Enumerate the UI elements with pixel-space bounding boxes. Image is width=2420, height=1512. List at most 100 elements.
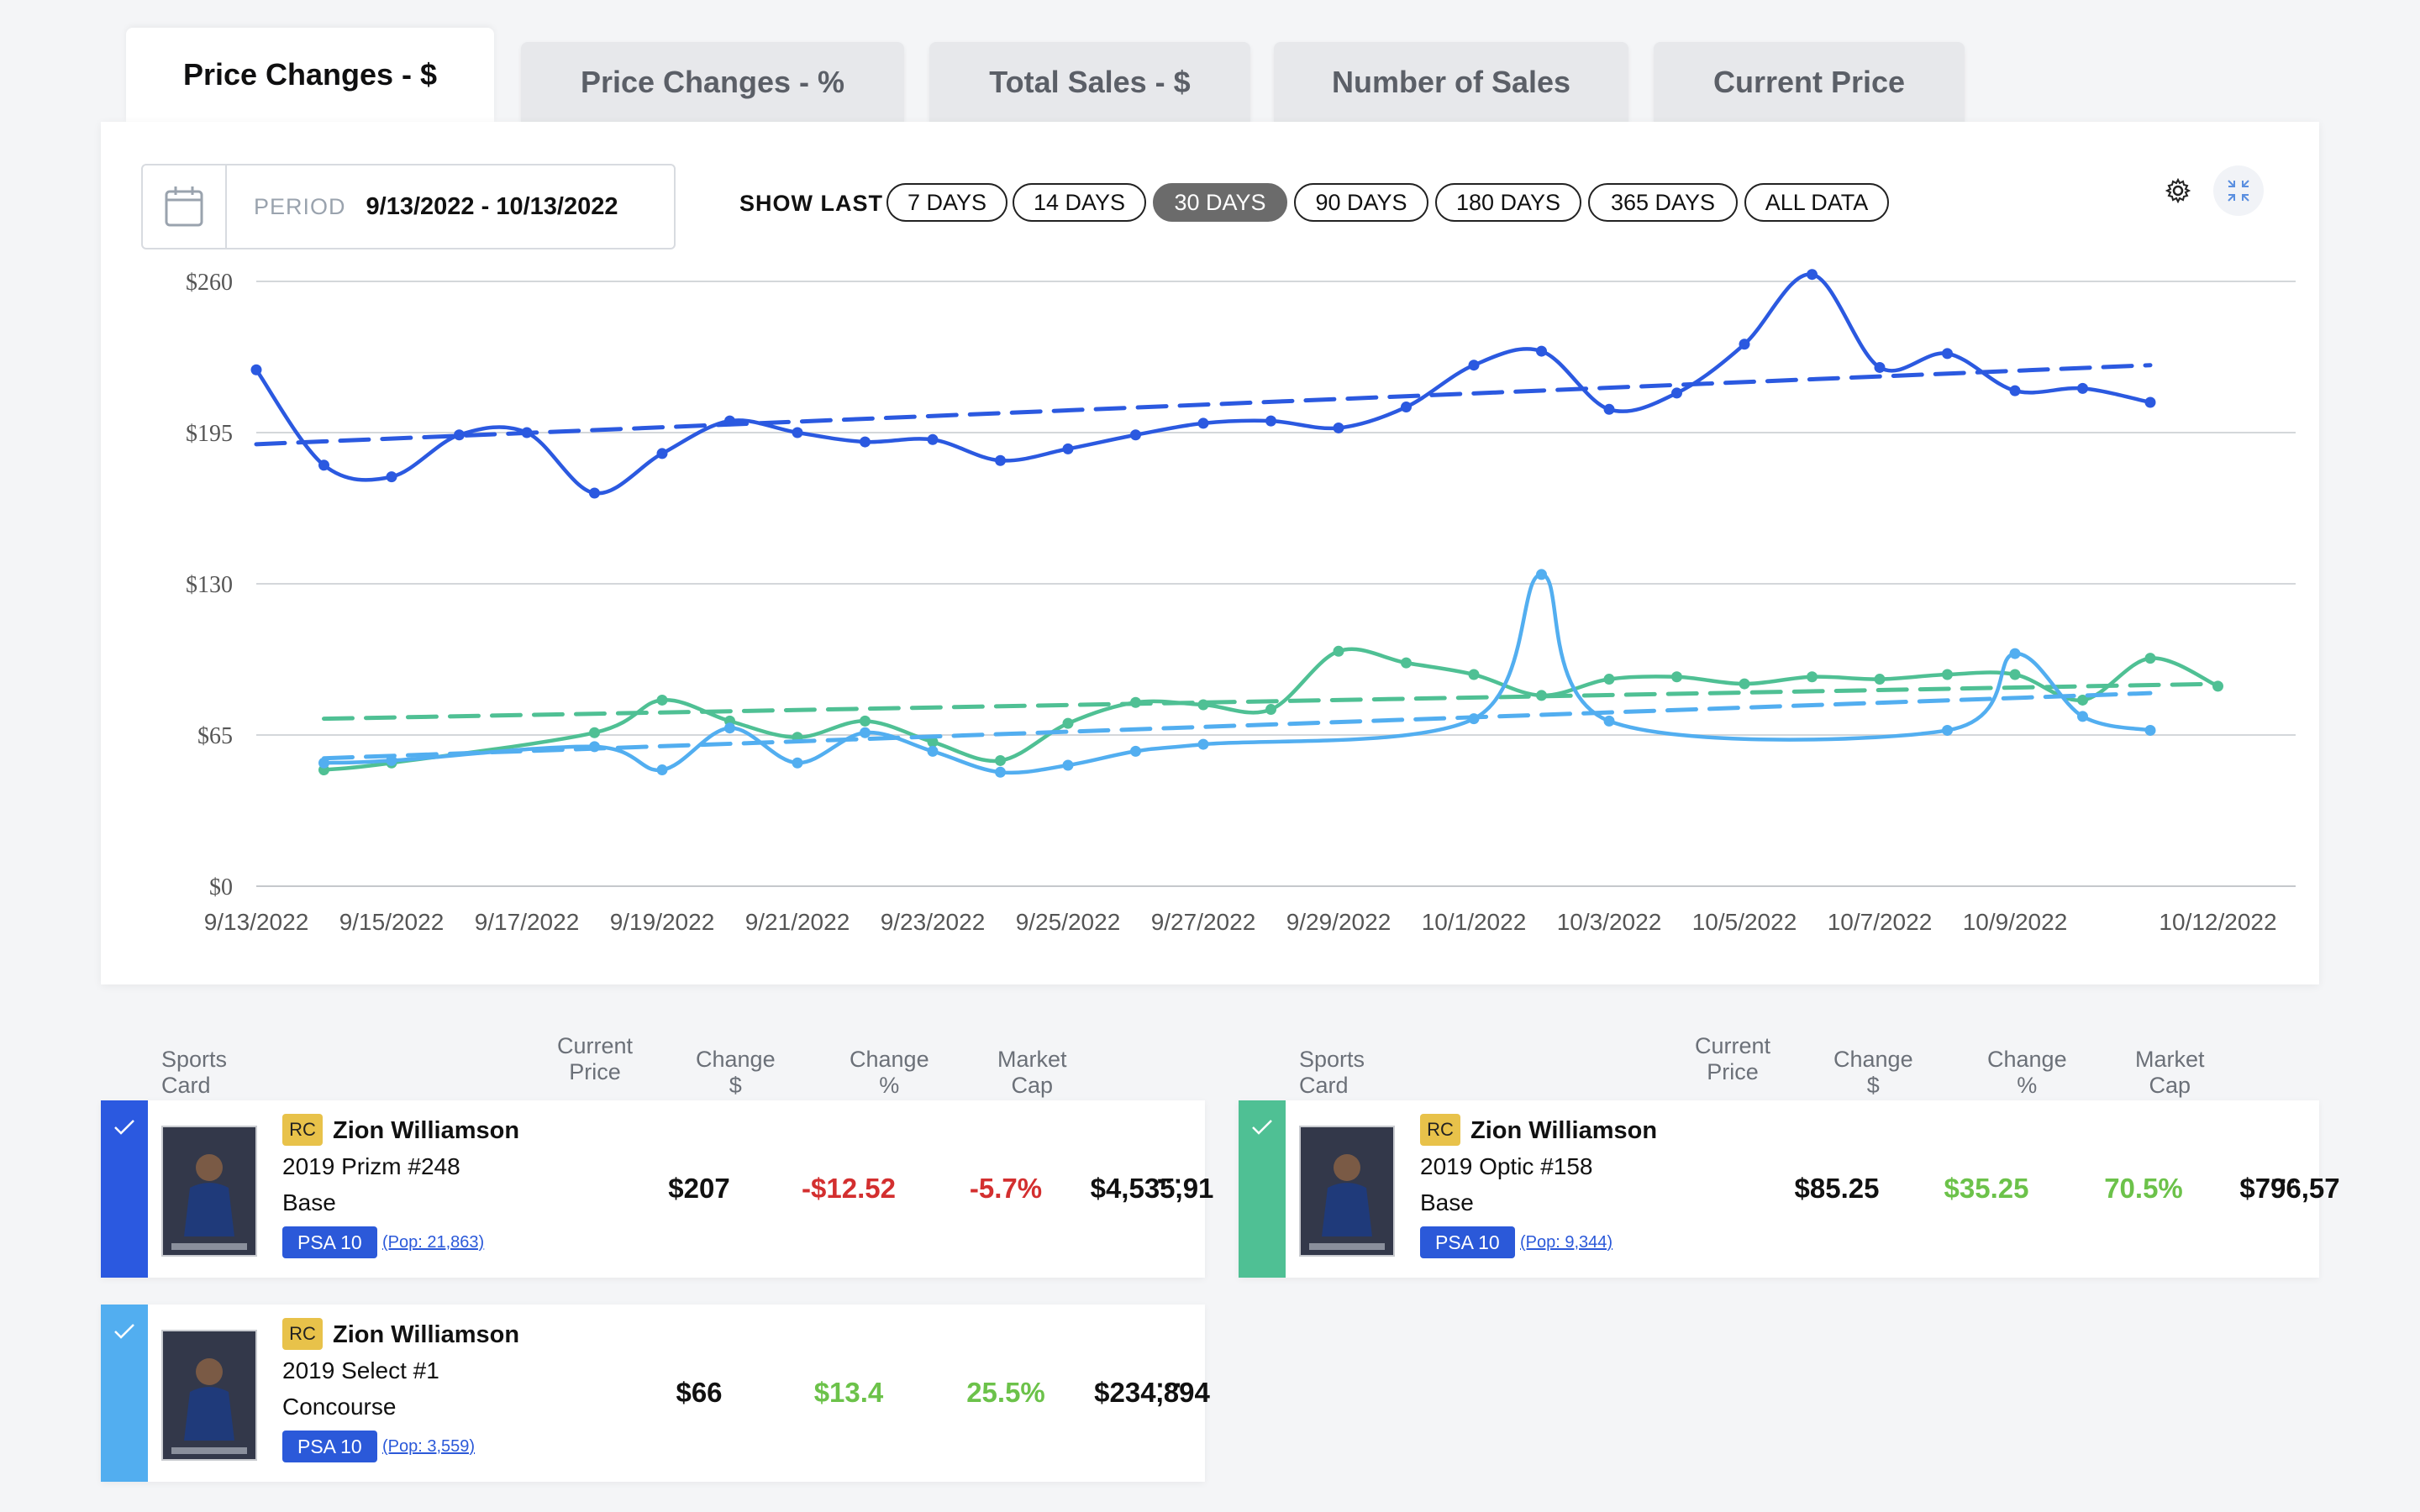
data-point [1942,724,1953,736]
rookie-badge: RC [282,1318,323,1350]
population-link[interactable]: (Pop: 21,863) [382,1233,485,1252]
data-point [860,436,871,448]
data-point [1468,360,1480,371]
card-set: 2019 Optic #158 [1420,1153,1593,1179]
range-14-days[interactable]: 14 DAYS [1013,183,1146,222]
trend-line [254,363,2153,447]
data-point [318,459,329,471]
x-tick-label: 10/9/2022 [1963,909,2068,935]
grade-badge: PSA 10 [282,1431,377,1462]
tab-total-sales[interactable]: Total Sales - $ [929,42,1250,122]
card-set: 2019 Select #1 [282,1357,439,1383]
data-point [1401,402,1412,413]
show-last-label: SHOW LAST [739,191,883,216]
data-point [1739,678,1750,690]
tab-price-changes-percent[interactable]: Price Changes - % [521,42,904,122]
tab-number-of-sales[interactable]: Number of Sales [1274,42,1628,122]
current-price: $66 [676,1377,723,1408]
data-point [1062,443,1074,454]
check-icon [114,1120,134,1135]
range-7-days[interactable]: 7 DAYS [886,183,1007,222]
data-point [2009,669,2021,680]
range-180-days[interactable]: 180 DAYS [1435,183,1581,222]
data-point [1942,348,1953,360]
check-icon [114,1324,134,1339]
data-point [454,429,465,441]
data-point [995,754,1006,766]
y-tick-label: $0 [209,874,233,900]
data-point [1807,671,1818,683]
card-player-name[interactable]: Zion Williamson [333,1117,520,1144]
rookie-badge: RC [1420,1114,1460,1146]
table-row[interactable]: RC Zion Williamson 2019 Optic #158 Base … [1239,1100,2340,1278]
grade-badge: PSA 10 [282,1226,377,1258]
tab-bar: Price Changes - $ Price Changes - % Tota… [0,0,2420,126]
change-dollar: $13.4 [813,1377,884,1408]
data-point [1739,339,1750,350]
x-tick-label: 10/1/2022 [1422,909,1527,935]
y-tick-label: $260 [186,270,233,296]
x-tick-label: 9/23/2022 [881,909,986,935]
data-point [1197,417,1209,429]
card-player-name[interactable]: Zion Williamson [333,1321,520,1348]
data-point [656,448,668,459]
data-point [1401,657,1412,669]
tab-price-changes-dollar[interactable]: Price Changes - $ [126,28,494,122]
data-point [2144,396,2156,408]
card-image [1299,1126,1395,1257]
tab-current-price[interactable]: Current Price [1654,42,1965,122]
table-row[interactable]: RC Zion Williamson 2019 Select #1 Concou… [101,1305,1210,1482]
card-variant: Base [282,1189,336,1215]
market-cap: $796,57 [2239,1173,2340,1204]
data-point [589,487,600,499]
change-dollar: -$12.52 [802,1173,896,1204]
data-point [724,722,735,734]
range-90-days[interactable]: 90 DAYS [1294,183,1428,222]
x-tick-label: 9/25/2022 [1016,909,1121,935]
card-set: 2019 Prizm #248 [282,1153,460,1179]
range-30-days[interactable]: 30 DAYS [1153,183,1287,222]
collapse-icon[interactable] [2213,165,2264,216]
data-point [589,741,600,753]
x-tick-label: 9/17/2022 [475,909,580,935]
data-point [318,757,329,769]
gear-icon[interactable] [2153,165,2203,216]
range-365-days[interactable]: 365 DAYS [1588,183,1738,222]
change-dollar: $35.25 [1944,1173,2029,1204]
row-checkbox[interactable] [101,1100,148,1278]
price-change-chart: $0 $65 $130 $195 $260 9/13/2022 9/15/2022 9/17/… [186,269,2296,935]
data-point [656,694,668,706]
range-all-data[interactable]: ALL DATA [1744,183,1889,222]
data-point [1874,361,1886,373]
data-point [2077,711,2088,722]
current-price: $85.25 [1794,1173,1880,1204]
data-point [927,736,939,748]
data-point [589,727,600,738]
data-point [1062,717,1074,729]
data-point [1265,415,1276,427]
header-current-price: Current Price [556,1033,634,1084]
population-link[interactable]: (Pop: 9,344) [1520,1233,1613,1252]
population-link[interactable]: (Pop: 3,559) [382,1437,476,1456]
data-point [1874,674,1886,685]
period-value: 9/13/2022 - 10/13/2022 [366,192,618,220]
row-checkbox[interactable] [1239,1100,1286,1278]
market-cap: $4,535,91 [1090,1173,1214,1204]
data-point [250,364,262,375]
data-point [995,454,1006,466]
card-player-name[interactable]: Zion Williamson [1470,1117,1658,1144]
row-checkbox[interactable] [101,1305,148,1482]
data-point [1603,403,1615,415]
more-options-icon[interactable]: ··· [1156,1370,1183,1400]
table-row[interactable]: RC Zion Williamson 2019 Prizm #248 Base … [101,1100,1213,1278]
data-point [2212,680,2223,692]
header-market-cap: Market Cap [997,1047,1067,1098]
more-options-icon[interactable]: ··· [2270,1166,2297,1196]
data-point [2077,694,2088,706]
more-options-icon[interactable]: ··· [1156,1166,1183,1196]
chart-panel: PERIOD 9/13/2022 - 10/13/2022 SHOW LAST … [101,122,2319,984]
data-point [927,745,939,757]
calendar-icon[interactable] [143,165,227,248]
period-picker[interactable]: PERIOD 9/13/2022 - 10/13/2022 [141,164,676,249]
y-tick-label: $195 [186,421,233,447]
